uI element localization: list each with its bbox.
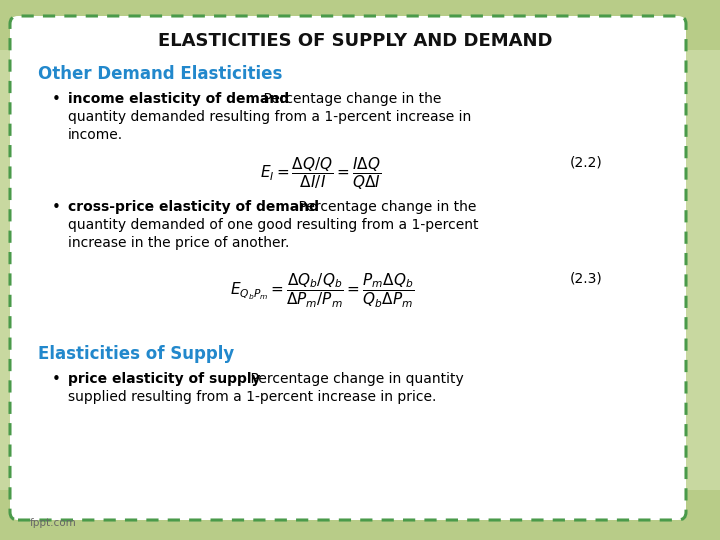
Text: •: • — [52, 372, 61, 387]
Text: Percentage change in the: Percentage change in the — [281, 200, 477, 214]
Text: Percentage change in quantity: Percentage change in quantity — [233, 372, 464, 386]
Text: income.: income. — [68, 128, 123, 142]
Text: •: • — [52, 92, 61, 107]
Text: price elasticity of supply: price elasticity of supply — [68, 372, 261, 386]
Text: ELASTICITIES OF SUPPLY AND DEMAND: ELASTICITIES OF SUPPLY AND DEMAND — [158, 32, 552, 50]
FancyBboxPatch shape — [0, 0, 720, 50]
Text: $E_I = \dfrac{\Delta Q/Q}{\Delta I / I} = \dfrac{I\Delta Q}{Q\Delta I}$: $E_I = \dfrac{\Delta Q/Q}{\Delta I / I} … — [260, 155, 381, 192]
Text: supplied resulting from a 1-percent increase in price.: supplied resulting from a 1-percent incr… — [68, 390, 436, 404]
Text: quantity demanded resulting from a 1-percent increase in: quantity demanded resulting from a 1-per… — [68, 110, 472, 124]
Text: income elasticity of demand: income elasticity of demand — [68, 92, 289, 106]
Text: (2.3): (2.3) — [570, 272, 603, 286]
Text: increase in the price of another.: increase in the price of another. — [68, 236, 289, 250]
Text: quantity demanded of one good resulting from a 1-percent: quantity demanded of one good resulting … — [68, 218, 479, 232]
FancyBboxPatch shape — [0, 490, 720, 540]
FancyBboxPatch shape — [10, 16, 686, 520]
Text: Percentage change in the: Percentage change in the — [246, 92, 441, 106]
Text: (2.2): (2.2) — [570, 155, 603, 169]
Text: cross-price elasticity of demand: cross-price elasticity of demand — [68, 200, 319, 214]
Text: •: • — [52, 200, 61, 215]
Text: Other Demand Elasticities: Other Demand Elasticities — [38, 65, 282, 83]
Text: $E_{Q_bP_m} = \dfrac{\Delta Q_b/Q_b}{\Delta P_m/P_m} = \dfrac{P_m\Delta Q_b}{Q_b: $E_{Q_bP_m} = \dfrac{\Delta Q_b/Q_b}{\De… — [230, 272, 414, 310]
Text: Elasticities of Supply: Elasticities of Supply — [38, 345, 234, 363]
Text: fppt.com: fppt.com — [30, 518, 77, 528]
